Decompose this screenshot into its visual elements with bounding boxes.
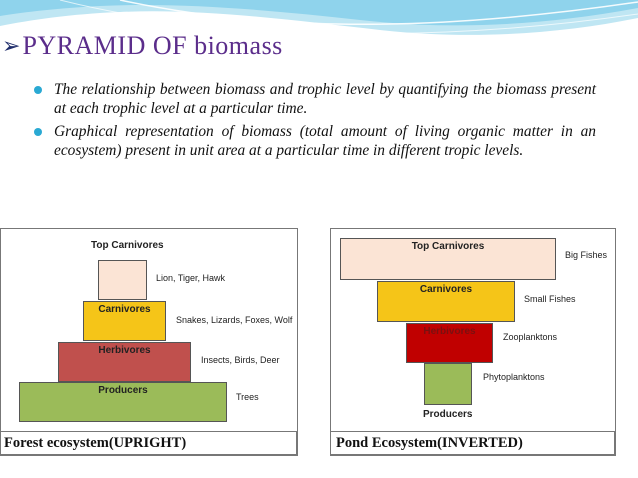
pond-top-carnivores-example: Big Fishes (565, 250, 608, 260)
pond-herbivores-example: Zooplanktons (503, 332, 558, 342)
slide-title-row: ➢ PYRAMID OF biomass (0, 28, 283, 64)
forest-top-carnivores-header: Top Carnivores (91, 240, 164, 251)
pond-carnivores-box: Carnivores (377, 281, 515, 322)
pond-caption: Pond Ecosystem(INVERTED) (330, 431, 615, 455)
pond-producers-header: Producers (423, 409, 473, 420)
bullet-item: The relationship between biomass and tro… (34, 80, 596, 118)
forest-carnivores-box: Carnivores (83, 301, 166, 341)
arrow-bullet-icon: ➢ (2, 33, 21, 59)
bullet-text: The relationship between biomass and tro… (54, 81, 596, 117)
header-wave-decoration (0, 0, 638, 35)
bullet-dot-icon (34, 128, 42, 136)
bullet-list: The relationship between biomass and tro… (34, 80, 596, 164)
forest-herbivores-example: Insects, Birds, Deer (201, 355, 280, 365)
slide-title: PYRAMID OF biomass (22, 31, 283, 60)
forest-producers-example: Trees (236, 392, 259, 402)
pond-herbivores-box: Herbivores (406, 323, 493, 363)
pond-pyramid-panel: Top Carnivores Big Fishes Carnivores Sma… (330, 228, 616, 456)
pond-producers-box (424, 363, 472, 405)
pond-carnivores-example: Small Fishes (524, 294, 576, 304)
forest-top-carnivores-box (98, 260, 147, 300)
pond-top-carnivores-box: Top Carnivores (340, 238, 556, 280)
forest-pyramid-panel: Top Carnivores Lion, Tiger, Hawk Carnivo… (0, 228, 298, 456)
forest-caption: Forest ecosystem(UPRIGHT) (0, 431, 297, 455)
bullet-item: Graphical representation of biomass (tot… (34, 122, 596, 160)
bullet-text: Graphical representation of biomass (tot… (54, 123, 596, 159)
forest-herbivores-box: Herbivores (58, 342, 191, 382)
bullet-dot-icon (34, 86, 42, 94)
forest-carnivores-example: Snakes, Lizards, Foxes, Wolf (176, 315, 293, 325)
forest-producers-box: Producers (19, 382, 227, 422)
pond-producers-example: Phytoplanktons (483, 372, 545, 382)
forest-top-carnivores-example: Lion, Tiger, Hawk (156, 273, 226, 283)
